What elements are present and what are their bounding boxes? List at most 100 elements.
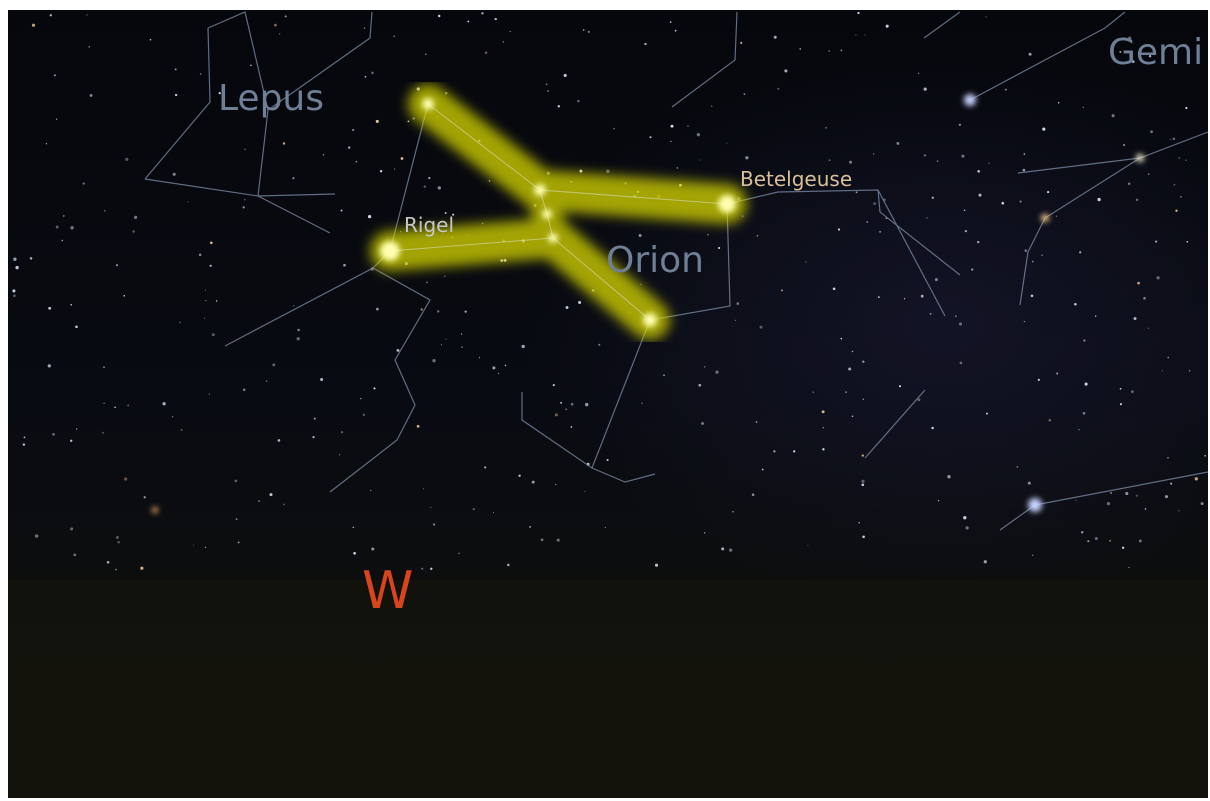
star (204, 318, 205, 319)
star (711, 105, 712, 106)
star (1139, 540, 1142, 543)
star (430, 507, 431, 508)
star (744, 93, 746, 95)
star (473, 508, 475, 510)
star (873, 153, 874, 154)
star (63, 215, 64, 216)
star (687, 125, 689, 127)
star (1165, 495, 1168, 498)
star (465, 311, 467, 313)
star (861, 483, 864, 486)
star (729, 548, 732, 551)
star (822, 410, 825, 413)
star (588, 31, 590, 33)
star (963, 516, 966, 519)
star (46, 143, 47, 144)
star (1042, 128, 1045, 131)
star (368, 215, 371, 218)
star (757, 235, 759, 237)
star (134, 216, 137, 219)
star (557, 539, 560, 542)
star (50, 14, 52, 16)
star (1038, 379, 1040, 381)
star (857, 12, 859, 14)
star (103, 366, 105, 368)
star (777, 88, 779, 90)
star (639, 234, 642, 237)
star (828, 50, 830, 52)
constellation-label: Orion (606, 240, 704, 281)
star (1148, 173, 1149, 174)
star (212, 333, 215, 336)
star (555, 413, 558, 416)
star (947, 475, 950, 478)
star (752, 493, 755, 496)
star (283, 142, 285, 144)
star (244, 148, 246, 150)
star (243, 206, 245, 208)
star (13, 295, 16, 298)
star (12, 289, 15, 292)
star (421, 568, 423, 570)
star (1156, 276, 1159, 279)
star (117, 541, 119, 543)
star (584, 491, 585, 492)
star (258, 500, 260, 502)
star (1201, 502, 1204, 505)
star (862, 361, 864, 363)
star (364, 28, 365, 29)
star (485, 51, 488, 54)
star (670, 21, 672, 23)
star (1095, 537, 1098, 540)
star (675, 30, 677, 32)
star (845, 391, 847, 393)
star (200, 73, 202, 75)
star (370, 490, 371, 491)
star (433, 524, 435, 526)
star (1178, 510, 1179, 511)
star (1170, 483, 1172, 485)
star (1136, 495, 1138, 497)
star (173, 173, 176, 176)
star (1058, 102, 1060, 104)
star (394, 169, 395, 170)
star (343, 264, 346, 267)
star (88, 46, 89, 47)
star (1120, 388, 1122, 390)
star (677, 167, 679, 169)
star (965, 230, 967, 232)
star (13, 258, 16, 261)
star (441, 344, 442, 345)
star (323, 154, 324, 155)
star (75, 325, 78, 328)
star (541, 538, 544, 541)
star (1120, 403, 1122, 405)
star (1185, 107, 1187, 109)
star (825, 127, 827, 129)
star (1016, 466, 1018, 468)
star (76, 428, 77, 429)
star (866, 221, 868, 223)
star (162, 402, 165, 405)
star (1029, 53, 1032, 56)
star (641, 403, 642, 404)
star (985, 16, 986, 17)
star (1173, 137, 1176, 140)
star (704, 366, 705, 367)
star (756, 421, 758, 423)
star (24, 436, 26, 438)
star (376, 308, 379, 311)
star (348, 146, 350, 148)
star (498, 373, 499, 374)
star (15, 266, 18, 269)
star (83, 183, 85, 185)
star (698, 384, 701, 387)
star (579, 170, 582, 173)
star (762, 469, 764, 471)
star (493, 512, 494, 513)
star (380, 170, 382, 172)
star (363, 414, 365, 416)
star (1136, 198, 1139, 201)
star (210, 241, 213, 244)
star (107, 561, 110, 564)
